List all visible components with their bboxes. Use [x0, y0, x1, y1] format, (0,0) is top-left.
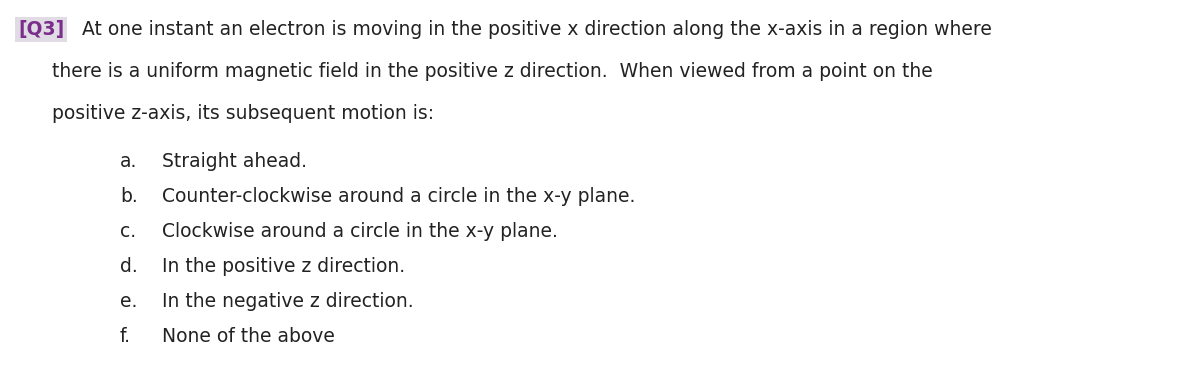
Text: f.: f. [120, 327, 131, 346]
Text: a.: a. [120, 152, 137, 171]
Text: In the negative z direction.: In the negative z direction. [162, 292, 414, 311]
Text: there is a uniform magnetic field in the positive z direction.  When viewed from: there is a uniform magnetic field in the… [52, 62, 932, 81]
Text: d.: d. [120, 257, 138, 276]
Text: In the positive z direction.: In the positive z direction. [162, 257, 406, 276]
Text: b.: b. [120, 187, 138, 206]
Text: positive z-axis, its subsequent motion is:: positive z-axis, its subsequent motion i… [52, 104, 434, 123]
Text: Straight ahead.: Straight ahead. [162, 152, 307, 171]
Text: e.: e. [120, 292, 137, 311]
Text: Clockwise around a circle in the x-y plane.: Clockwise around a circle in the x-y pla… [162, 222, 558, 241]
Text: [Q3]: [Q3] [18, 20, 65, 39]
Text: None of the above: None of the above [162, 327, 335, 346]
Text: At one instant an electron is moving in the positive x direction along the x-axi: At one instant an electron is moving in … [82, 20, 992, 39]
Text: c.: c. [120, 222, 136, 241]
Text: Counter-clockwise around a circle in the x-y plane.: Counter-clockwise around a circle in the… [162, 187, 635, 206]
